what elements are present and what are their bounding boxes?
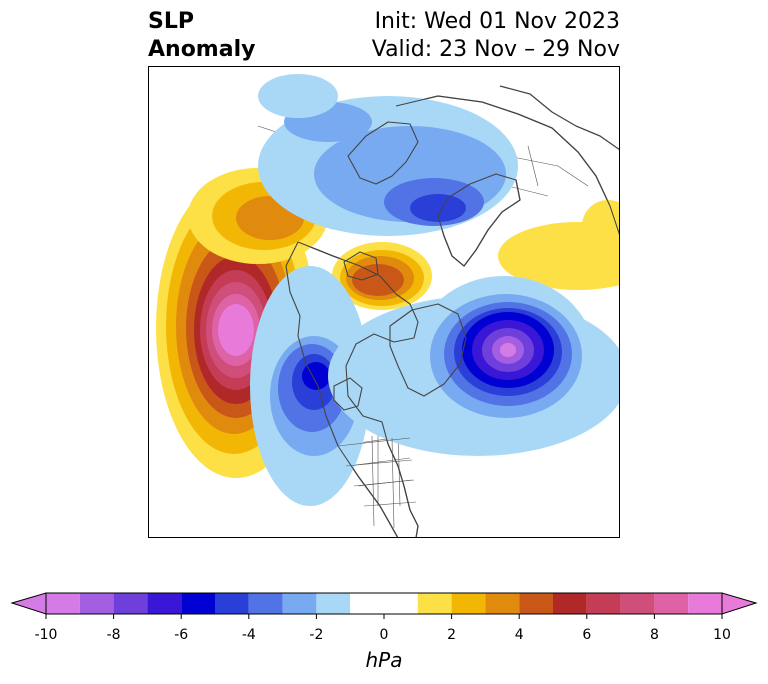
state-borders (337, 435, 417, 529)
valid-range: Valid: 23 Nov – 29 Nov (371, 37, 620, 62)
coastlines-overlay (285, 95, 620, 538)
colorbar-bin (451, 593, 486, 614)
colorbar-extend-low (10, 592, 47, 615)
anomaly-north-asia-negative (258, 74, 518, 236)
anomaly-arctic-positive (332, 242, 432, 310)
colorbar-bin (79, 593, 114, 614)
colorbar-bin (316, 593, 351, 614)
colorbar-bin (248, 593, 283, 614)
colorbar-bin (586, 593, 621, 614)
forecast-info: Init: Wed 01 Nov 2023 Valid: 23 Nov – 29… (372, 8, 620, 64)
colorbar-bin (485, 593, 520, 614)
colorbar-bin (620, 593, 655, 614)
colorbar-tick-label: -4 (242, 627, 256, 643)
colorbar-tick-label: -10 (35, 627, 58, 643)
init-date: Init: Wed 01 Nov 2023 (374, 9, 620, 34)
colorbar-bin (215, 593, 249, 614)
colorbar-bin (46, 593, 80, 614)
colorbar-bin (553, 593, 587, 614)
colorbar-bin (688, 593, 722, 614)
colorbar-tick-label: 6 (582, 627, 591, 643)
colorbar-tick-label: 2 (447, 627, 456, 643)
colorbar-unit: hPa (366, 648, 403, 672)
colorbar-tick-label: 0 (380, 627, 389, 643)
colorbar-extend-high (721, 592, 758, 615)
colorbar-bin (113, 593, 148, 614)
colorbar-tick-label: -8 (107, 627, 121, 643)
colorbar: -10 -8 -6 -4 -2 0 2 4 6 8 10 hPa (10, 592, 758, 672)
colorbar-tick-label: 10 (713, 627, 731, 643)
colorbar-bin (417, 593, 452, 614)
colorbar-bin (654, 593, 689, 614)
colorbar-tick-label: -2 (309, 627, 323, 643)
map-title: SLP Anomaly (148, 8, 255, 64)
colorbar-tick-label: -6 (174, 627, 188, 643)
title-variable: SLP (148, 9, 194, 34)
colorbar-tick-label: 8 (650, 627, 659, 643)
colorbar-bin (147, 593, 182, 614)
colorbar-bin (282, 593, 317, 614)
colorbar-bin (350, 593, 418, 614)
colorbar-bin (181, 593, 215, 614)
title-variable-anomaly: Anomaly (148, 37, 256, 62)
anomaly-europe-positive (498, 200, 620, 290)
anomaly-map (148, 66, 620, 538)
colorbar-bin (519, 593, 553, 614)
colorbar-tick-label: 4 (515, 627, 524, 643)
map-frame (148, 66, 620, 538)
coastline-asia-east (499, 85, 620, 151)
